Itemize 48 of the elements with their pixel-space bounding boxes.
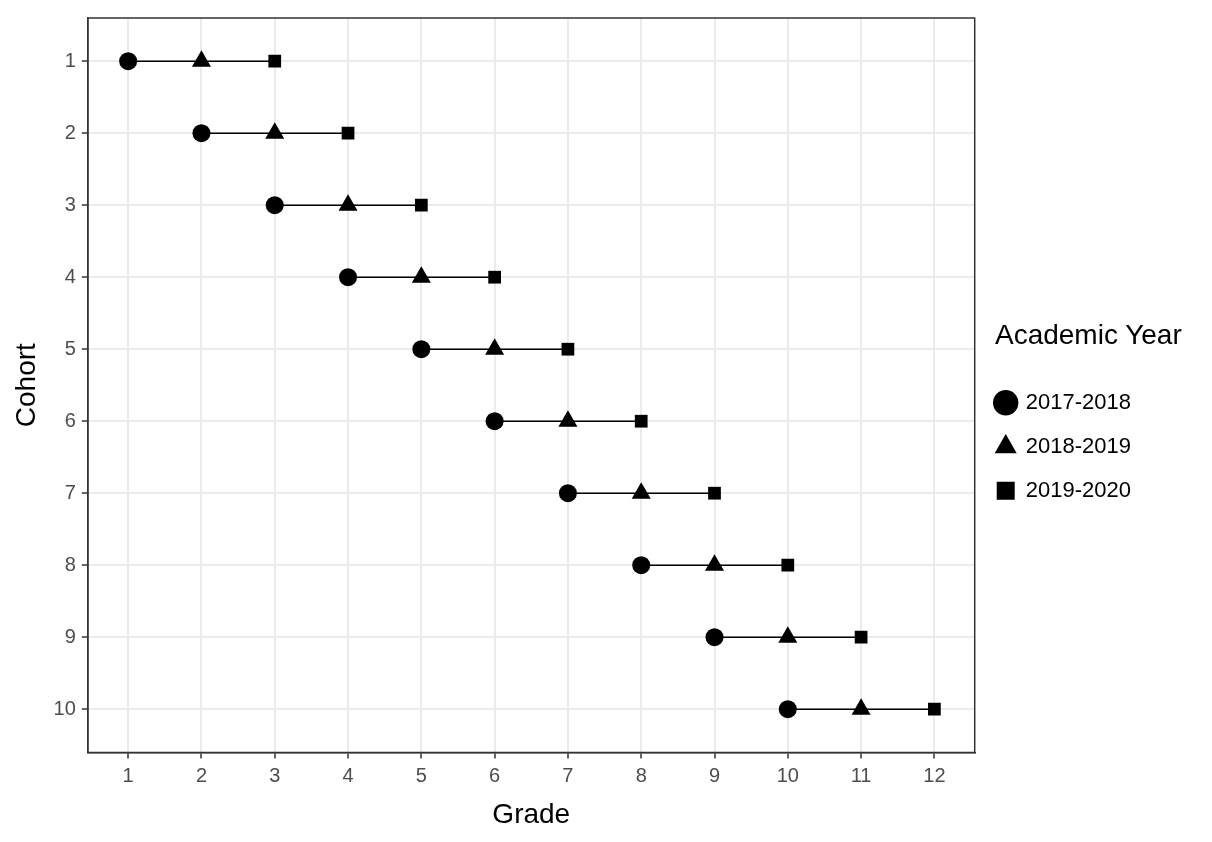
x-axis-title: Grade: [492, 797, 571, 829]
point: [778, 700, 797, 719]
x-tick-label: 7: [562, 763, 574, 786]
point: [192, 124, 211, 143]
point: [341, 126, 355, 140]
point: [928, 702, 941, 716]
y-tick-label: 5: [64, 336, 76, 359]
point: [632, 556, 651, 575]
point: [265, 196, 284, 215]
legend-label: 2017-2018: [1025, 388, 1131, 414]
legend-label: 2018-2019: [1025, 432, 1131, 458]
point: [339, 268, 358, 287]
x-tick-label: 1: [122, 763, 134, 786]
x-tick-label: 9: [708, 763, 721, 786]
point: [485, 412, 504, 431]
x-tick-label: 6: [489, 763, 501, 786]
point: [268, 54, 282, 68]
x-tick-label: 2: [195, 763, 208, 786]
x-tick-label: 5: [415, 763, 427, 786]
point: [705, 628, 724, 647]
point: [558, 484, 577, 503]
y-tick-label: 8: [64, 552, 76, 575]
point: [708, 486, 721, 500]
point: [781, 558, 795, 572]
legend-label: 2019-2020: [1025, 476, 1131, 502]
y-tick-label: 6: [64, 408, 76, 431]
x-tick-label: 4: [342, 763, 354, 786]
x-tick-label: 8: [635, 763, 647, 786]
y-tick-label: 7: [64, 480, 76, 503]
y-tick-label: 1: [64, 48, 76, 71]
point: [119, 52, 138, 71]
y-tick-label: 4: [64, 264, 76, 287]
point: [561, 342, 575, 356]
y-tick-label: 10: [53, 696, 76, 719]
legend-title: Academic Year: [994, 318, 1182, 350]
point: [634, 414, 648, 428]
point: [488, 270, 501, 284]
x-tick-label: 12: [923, 763, 946, 786]
x-tick-label: 11: [850, 763, 872, 786]
y-tick-label: 9: [64, 624, 76, 647]
point: [412, 340, 431, 359]
y-tick-label: 2: [64, 120, 76, 143]
point: [854, 630, 868, 644]
x-tick-label: 3: [269, 763, 281, 786]
point: [414, 198, 428, 212]
y-axis-title: Cohort: [9, 342, 41, 428]
x-tick-label: 10: [776, 763, 799, 786]
y-tick-label: 3: [64, 192, 76, 215]
